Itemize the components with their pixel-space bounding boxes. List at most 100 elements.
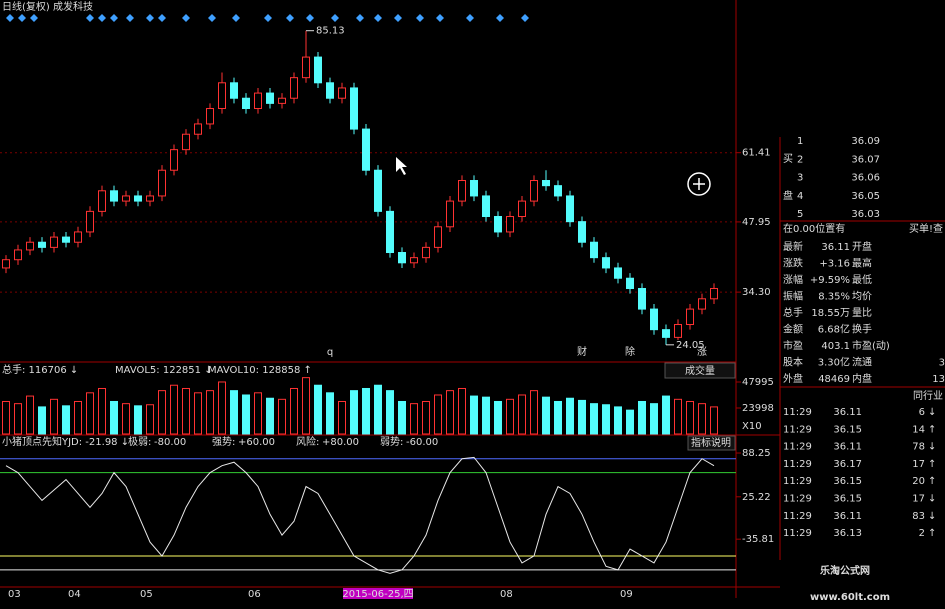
stat-label: 涨跌 — [783, 257, 803, 270]
stat-label: 金额 — [783, 323, 803, 336]
x-tick-label: 08 — [500, 589, 513, 600]
volume-bar — [374, 384, 382, 435]
order-level: 2 — [797, 154, 803, 165]
volume-bar — [218, 381, 226, 435]
level-name: 强势: — [212, 435, 235, 448]
volume-button-label[interactable]: 成交量 — [685, 364, 715, 377]
zoom-icon[interactable] — [687, 172, 711, 196]
volume-bar — [170, 384, 178, 435]
volume-bar — [482, 396, 490, 435]
candle-body — [422, 246, 430, 259]
event-diamond — [126, 14, 134, 22]
event-diamond — [374, 14, 382, 22]
candle-body — [614, 267, 622, 279]
tick-price: 36.15 — [833, 424, 862, 435]
event-diamond — [86, 14, 94, 22]
candle-body — [38, 241, 46, 248]
stat-value: +3.16 — [819, 259, 850, 270]
order-level: 4 — [797, 191, 803, 202]
level-name: 极弱: — [128, 435, 151, 448]
tick-arrow: ↑ — [928, 528, 936, 539]
event-diamond — [146, 14, 154, 22]
volume-bar — [410, 403, 418, 435]
event-diamond — [182, 14, 190, 22]
candle-body — [446, 200, 454, 228]
tick-time: 11:29 — [783, 511, 812, 522]
tick-arrow: ↑ — [928, 476, 936, 487]
level-value: -80.00 — [154, 437, 186, 448]
volume-bar — [674, 398, 682, 435]
volume-bar — [458, 387, 466, 435]
stat-value: 18.55万 — [811, 308, 850, 319]
y-tick-label: 23998 — [742, 403, 774, 414]
candle-body — [254, 92, 262, 110]
volume-unit: X10 — [742, 421, 762, 432]
tick-price: 36.11 — [833, 407, 862, 418]
candle-body — [98, 190, 106, 212]
order-level: 5 — [797, 209, 803, 220]
candle-body — [530, 180, 538, 202]
candle-body — [110, 190, 118, 202]
event-diamond — [286, 14, 294, 22]
order-price: 36.05 — [851, 191, 880, 202]
candle-body — [158, 169, 166, 197]
tick-volume: 20 — [912, 476, 925, 487]
event-diamond — [264, 14, 272, 22]
volume-bar — [122, 403, 130, 435]
candle-body — [242, 97, 250, 110]
volume-bar — [74, 400, 82, 435]
tick-volume: 17 — [912, 459, 925, 470]
volume-bar — [134, 405, 142, 435]
event-marker: q — [327, 347, 333, 358]
volume-button[interactable] — [664, 362, 736, 379]
event-diamond — [6, 14, 14, 22]
tick-price: 36.11 — [833, 442, 862, 453]
indicator-button-label[interactable]: 指标说明 — [691, 436, 731, 449]
candle-body — [338, 87, 346, 99]
tick-price: 36.15 — [833, 494, 862, 505]
stat-value: 13 — [932, 374, 945, 385]
stat-label: 最低 — [852, 273, 872, 286]
volume-bar — [662, 395, 670, 435]
y-tick-label: 47995 — [742, 377, 774, 388]
event-diamond — [436, 14, 444, 22]
volume-bar — [254, 392, 262, 435]
event-diamond — [98, 14, 106, 22]
candle-body — [506, 216, 514, 233]
volume-bar — [578, 399, 586, 435]
tick-arrow: ↓ — [928, 494, 936, 505]
volume-bar — [434, 394, 442, 435]
event-marker: 财 — [577, 345, 587, 358]
volume-bar — [542, 396, 550, 435]
volume-bar — [242, 394, 250, 435]
candle-body — [86, 210, 94, 233]
candle-body — [470, 180, 478, 197]
x-tick-label: 06 — [248, 589, 261, 600]
tick-price: 36.15 — [833, 476, 862, 487]
tick-arrow: ↑ — [928, 459, 936, 470]
candle-body — [62, 236, 70, 243]
event-diamond — [208, 14, 216, 22]
tick-price: 36.11 — [833, 511, 862, 522]
candle-body — [374, 169, 382, 212]
tick-volume: 17 — [912, 494, 925, 505]
volume-bar — [698, 403, 706, 435]
level-value: -60.00 — [406, 437, 438, 448]
volume-bar — [38, 406, 46, 435]
volume-bar — [530, 390, 538, 435]
volume-bar — [626, 409, 634, 435]
order-price: 36.09 — [851, 136, 880, 147]
stat-value: +9.59% — [810, 275, 850, 286]
candle-body — [566, 195, 574, 223]
zoom-icon[interactable] — [693, 178, 705, 190]
indicator-button[interactable] — [687, 435, 736, 451]
candle-body — [626, 277, 634, 290]
volume-readout: MAVOL5: 122851 ↓ — [115, 365, 213, 376]
stat-label: 最新 — [783, 240, 803, 253]
candle-body — [266, 92, 274, 104]
notice: 在0.00位置有 — [783, 222, 845, 235]
candle-body — [14, 249, 22, 261]
x-tick-label: 04 — [68, 589, 81, 600]
stat-label: 最高 — [852, 257, 872, 270]
